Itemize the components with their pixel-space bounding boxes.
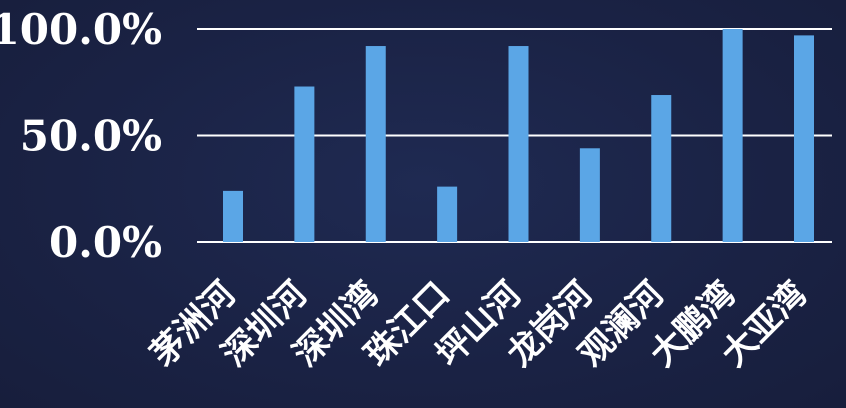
y-axis-tick-labels: 0.0% 50.0% 100.0% bbox=[0, 5, 162, 267]
bars bbox=[223, 29, 814, 242]
y-tick-label: 50.0% bbox=[20, 112, 162, 161]
bar-2 bbox=[365, 46, 386, 242]
bar-0 bbox=[223, 190, 243, 242]
bar-8 bbox=[794, 35, 814, 242]
bar-5 bbox=[579, 148, 600, 242]
y-tick-label: 100.0% bbox=[0, 5, 162, 54]
bar-4 bbox=[508, 46, 529, 242]
bar-1 bbox=[294, 86, 315, 242]
bar-6 bbox=[651, 95, 672, 242]
bar-3 bbox=[437, 186, 458, 242]
y-tick-label: 0.0% bbox=[49, 218, 162, 267]
bar-7 bbox=[722, 29, 743, 242]
